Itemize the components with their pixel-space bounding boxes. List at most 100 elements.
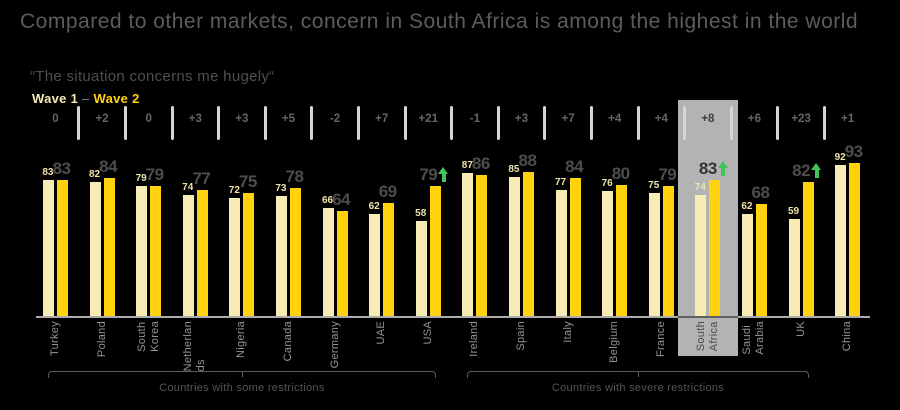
wave1-value-canada: 73 [275,183,287,195]
column-divider [310,106,314,140]
delta-label-italy: +7 [561,113,575,125]
column-divider [450,106,454,140]
country-label-text: France [654,321,667,358]
wave1-bar-south-korea [136,186,148,316]
wave1-value-nigeria: 72 [228,184,240,196]
delta-label-poland: +2 [95,113,109,125]
column-divider [403,106,407,140]
country-label-text: Germany [328,321,341,369]
wave2-value-spain: 88 [518,150,537,170]
wave2-value-italy: 84 [565,157,584,177]
country-label-text: Turkey [48,321,61,357]
country-label-text: Canada [281,321,294,362]
delta-label-uk: +23 [791,113,811,125]
wave2-bar-south-africa [709,179,721,316]
wave2-bar-nigeria [243,193,255,316]
wave2-value-ireland: 86 [471,153,490,173]
increase-arrow-icon-uk [811,162,822,178]
bracket-center-tick [637,372,640,377]
wave2-bar-canada [290,188,301,316]
wave1-value-germany: 66 [321,194,334,206]
column-divider [496,106,500,140]
delta-label-france: +4 [654,113,668,125]
delta-label-germany: -2 [329,113,341,125]
country-label-text: Saudi Arabia [741,321,767,355]
x-axis-line-highlight-segment [677,316,738,318]
delta-label-saudi-arabia: +6 [747,113,762,125]
country-label-text: Poland [95,321,108,358]
column-divider [170,106,174,140]
country-label-text: China [841,321,854,352]
group-bracket-1 [47,371,437,378]
wave2-bar-turkey [57,179,68,316]
delta-label-nigeria: +3 [235,113,249,125]
delta-label-belgium: +4 [608,113,622,125]
wave2-bar-netherlan-ds [196,189,208,316]
wave2-bar-italy [569,178,581,316]
x-axis-line [36,316,870,318]
country-label-text: Spain [514,321,527,351]
country-label-text: South Korea [135,321,161,352]
wave2-value-turkey: 83 [52,158,71,178]
increase-arrow-icon-south-africa [717,160,729,176]
wave2-value-france: 79 [658,165,677,185]
wave2-value-nigeria: 75 [238,172,257,191]
wave1-value-turkey: 83 [42,166,54,178]
country-label-text: Italy [561,321,574,343]
legend-separator: – [78,91,94,106]
country-label-text: Belgium [608,321,621,363]
wave1-bar-italy [555,189,567,316]
delta-label-spain: +3 [514,113,529,125]
column-divider [217,106,221,140]
group-label-1: Countries with some restrictions [159,382,325,394]
wave2-bar-ireland [476,174,488,316]
wave2-bar-south-korea [150,186,162,316]
wave2-value-china: 93 [844,142,863,162]
delta-label-south-africa: +8 [701,113,715,125]
wave1-bar-germany [322,207,334,316]
wave2-bar-usa [429,186,441,316]
legend-wave1: Wave 1 [32,91,79,106]
wave2-bar-saudi-arabia [756,204,767,316]
wave1-value-south-korea: 79 [135,173,147,185]
wave2-bar-uk [802,181,814,316]
column-divider [77,106,81,140]
delta-label-canada: +5 [281,113,296,125]
wave2-value-netherlan-ds: 77 [192,168,211,188]
chart-subtitle-quote: “The situation concerns me hugely“ [30,68,275,85]
wave2-bar-china [849,163,861,316]
wave1-bar-netherlan-ds [182,194,194,316]
wave2-value-saudi-arabia: 68 [751,183,770,203]
delta-label-netherlan-ds: +3 [188,113,202,125]
column-divider [356,106,360,140]
chart-legend: Wave 1 – Wave 2 [32,91,140,106]
wave1-value-poland: 82 [88,168,101,180]
country-label-text: Netherlan ds [182,321,208,372]
wave1-value-italy: 77 [554,176,567,188]
wave1-value-saudi-arabia: 62 [741,201,753,213]
country-label-china: China [818,321,878,395]
wave1-bar-belgium [602,191,614,316]
column-divider [729,106,733,140]
wave1-bar-uk [788,219,800,316]
wave2-bar-uae [383,202,395,316]
group-bracket-2 [466,371,810,378]
column-divider [543,106,547,140]
wave2-value-usa: 79 [412,165,456,185]
wave2-bar-belgium [616,184,628,316]
wave1-bar-spain [509,176,520,316]
wave1-bar-uae [369,214,381,316]
column-divider [822,106,826,140]
wave1-value-china: 92 [834,152,846,164]
country-label-text: South Africa [694,321,720,352]
wave2-value-uae: 69 [378,181,397,201]
delta-label-china: +1 [841,113,855,125]
delta-label-usa: +21 [418,113,439,125]
column-divider [123,106,127,140]
wave2-value-germany: 64 [332,190,351,210]
group-label-2: Countries with severe restrictions [551,382,725,394]
wave2-bar-france [662,186,674,316]
legend-wave2: Wave 2 [93,91,140,106]
column-divider [589,106,593,140]
